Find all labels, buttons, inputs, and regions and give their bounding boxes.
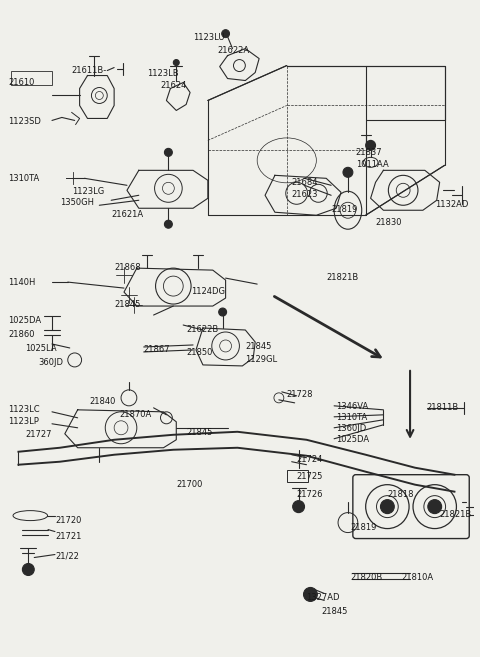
Circle shape [219,308,227,316]
Text: 21721: 21721 [55,532,81,541]
Text: 21727: 21727 [25,430,52,439]
Text: 21845: 21845 [245,342,272,351]
Circle shape [23,564,34,576]
Circle shape [165,220,172,228]
Text: 21700: 21700 [176,480,203,489]
Circle shape [428,499,442,514]
Text: 1123SD: 1123SD [9,118,41,126]
Bar [11,70,52,85]
Text: 21860: 21860 [9,330,35,339]
Text: 21819: 21819 [331,205,358,214]
Text: 1350GH: 1350GH [60,198,94,207]
Text: 21845: 21845 [186,428,213,437]
Text: 21611B-: 21611B- [72,66,107,74]
Text: 1025LA: 1025LA [25,344,57,353]
Text: 1025DA: 1025DA [336,435,369,443]
Text: 1025DA: 1025DA [9,316,42,325]
Text: 21819: 21819 [351,522,377,532]
Text: 21720: 21720 [55,516,81,524]
Text: 21867: 21867 [144,345,170,354]
Circle shape [173,60,179,66]
Text: 21621A: 21621A [111,210,144,219]
Text: 21811B: 21811B [427,403,459,412]
Text: 1124DG: 1124DG [191,287,225,296]
Text: 21624: 21624 [160,81,187,89]
Circle shape [303,587,317,601]
Text: 21821B: 21821B [326,273,359,282]
Text: 1132AD: 1132AD [435,200,468,210]
Text: 21684: 21684 [292,178,318,187]
Text: 21810A: 21810A [401,574,433,583]
Text: 21623: 21623 [292,191,318,199]
Text: 21837: 21837 [356,148,383,158]
Text: 1360JD: 1360JD [336,424,366,433]
Text: 21622B: 21622B [186,325,218,334]
Text: 1327AD: 1327AD [307,593,340,602]
Text: 21726: 21726 [297,489,323,499]
Text: 21820B: 21820B [351,574,383,583]
Text: 1346VA: 1346VA [336,402,368,411]
Circle shape [343,168,353,177]
Bar [287,470,309,482]
Circle shape [165,148,172,156]
Circle shape [381,499,394,514]
Text: 21818: 21818 [387,489,414,499]
Circle shape [222,30,229,37]
Text: 21/22: 21/22 [55,551,79,560]
Text: 21850: 21850 [186,348,213,357]
Text: 360JD: 360JD [38,358,63,367]
Text: 21724: 21724 [297,455,323,464]
Text: 21622A: 21622A [218,45,250,55]
Text: 21840: 21840 [89,397,116,406]
Text: 1123LG: 1123LG [72,187,104,196]
Text: 21821B: 21821B [440,510,472,518]
Text: 21870A: 21870A [119,410,151,419]
Text: 21610: 21610 [9,78,35,87]
Circle shape [293,501,304,512]
Circle shape [366,141,375,150]
Text: 1123LU: 1123LU [193,33,225,41]
Text: 21868: 21868 [114,263,141,272]
Text: 21725: 21725 [297,472,323,481]
Text: 1123LB: 1123LB [147,68,178,78]
Text: 1129GL: 1129GL [245,355,277,364]
Text: 1310TA: 1310TA [336,413,367,422]
Text: 1140H: 1140H [9,278,36,287]
Text: 1310TA: 1310TA [9,174,40,183]
Text: 1011AA: 1011AA [356,160,388,170]
Text: 21845: 21845 [114,300,141,309]
Text: 21830: 21830 [375,218,402,227]
Text: 21845: 21845 [321,608,348,616]
Text: 1123LP: 1123LP [9,417,39,426]
Text: 21728: 21728 [287,390,313,399]
Text: 1123LC: 1123LC [9,405,40,414]
